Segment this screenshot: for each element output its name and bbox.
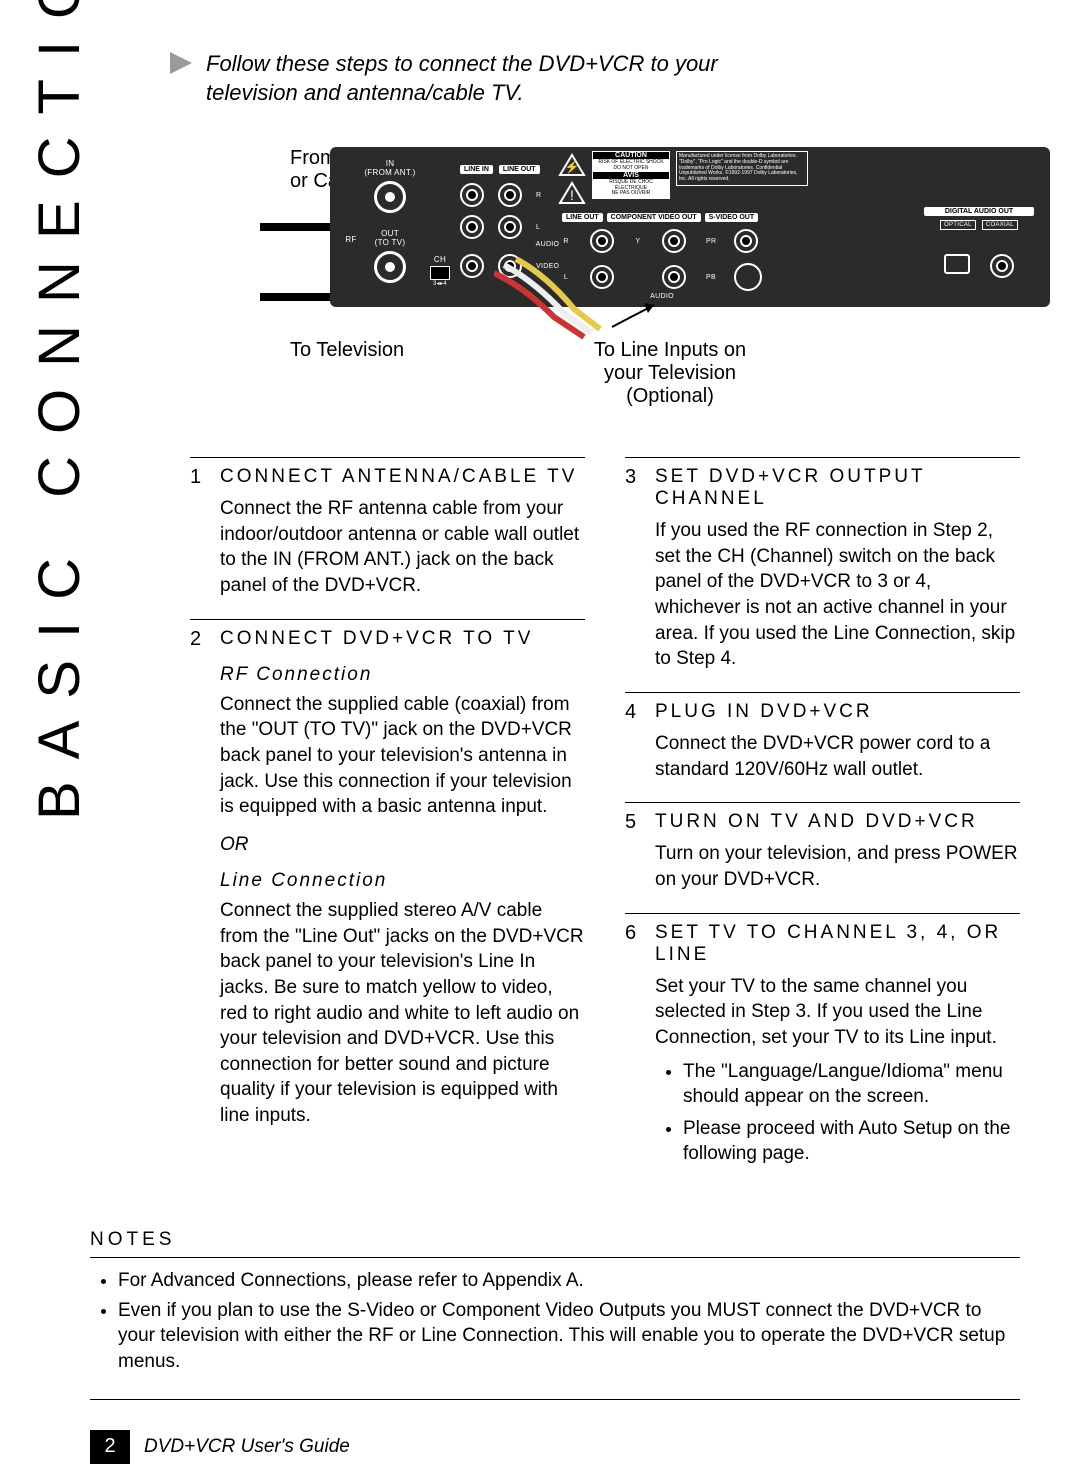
coaxial-jack: [990, 254, 1014, 278]
guide-title: DVD+VCR User's Guide: [130, 1430, 364, 1464]
step-title: CONNECT ANTENNA/CABLE TV: [220, 466, 585, 488]
intro-arrow-icon: [170, 52, 192, 79]
section-header-vertical: BASIC CONNECTIONS: [26, 0, 93, 820]
optical-jack: [944, 254, 970, 274]
warning-exclaim-icon: !: [558, 181, 586, 205]
step-number: 1: [190, 466, 220, 599]
step-subtitle: Line Connection: [220, 870, 585, 892]
back-panel: IN (FROM ANT.) RF OUT (TO TV) CH 3◂▸4 LI…: [330, 147, 1050, 307]
note-item: Even if you plan to use the S-Video or C…: [118, 1298, 1020, 1375]
label-line-in: LINE IN: [460, 165, 493, 174]
connection-diagram: From Antenna or Cable TV IN (FROM ANT.) …: [190, 147, 1020, 427]
label-coaxial: COAXIAL: [982, 220, 1018, 230]
step-number: 4: [625, 701, 655, 782]
step-title: PLUG IN DVD+VCR: [655, 701, 1020, 723]
rca-jack: [734, 229, 758, 253]
step-text: Set your TV to the same channel you sele…: [655, 974, 1020, 1051]
label-caution: CAUTION: [593, 152, 669, 159]
rca-jack: [460, 254, 484, 278]
step-title: SET TV TO CHANNEL 3, 4, OR LINE: [655, 922, 1020, 966]
step-number: 5: [625, 811, 655, 892]
rca-jack: [498, 215, 522, 239]
ch-switch: [430, 266, 450, 280]
rca-jack: [590, 229, 614, 253]
step-text: Connect the RF antenna cable from your i…: [220, 496, 585, 599]
step-title: SET DVD+VCR OUTPUT CHANNEL: [655, 466, 1020, 510]
label-optical: OPTICAL: [940, 220, 976, 230]
intro-text: Follow these steps to connect the DVD+VC…: [206, 50, 726, 107]
label-component: COMPONENT VIDEO OUT: [607, 213, 701, 222]
step-text: Connect the supplied cable (coaxial) fro…: [220, 692, 585, 820]
rca-jack: [460, 183, 484, 207]
label-svideo: S-VIDEO OUT: [705, 213, 759, 222]
step-text: If you used the RF connection in Step 2,…: [655, 518, 1020, 672]
label-digital-audio: DIGITAL AUDIO OUT: [924, 207, 1034, 216]
note-item: For Advanced Connections, please refer t…: [118, 1268, 1020, 1294]
step-title: CONNECT DVD+VCR TO TV: [220, 628, 585, 650]
label-avis-sub: RISQUE DE CHOC ÉLECTRIQUE NE PAS OUVRIR: [593, 179, 669, 198]
label-in-ant: IN (FROM ANT.): [350, 159, 430, 177]
label-line-out: LINE OUT: [562, 213, 603, 222]
step-or: OR: [220, 834, 585, 856]
bullet-item: Please proceed with Auto Setup on the fo…: [683, 1116, 1020, 1167]
av-cable-icon: [494, 257, 674, 347]
step-number: 3: [625, 466, 655, 672]
label-to-line-inputs: To Line Inputs on your Television (Optio…: [560, 339, 780, 408]
step-title: TURN ON TV AND DVD+VCR: [655, 811, 1020, 833]
steps-column-right: 3 SET DVD+VCR OUTPUT CHANNEL If you used…: [625, 457, 1020, 1193]
bullet-item: The "Language/Langue/Idioma" menu should…: [683, 1059, 1020, 1110]
steps-column-left: 1 CONNECT ANTENNA/CABLE TV Connect the R…: [190, 457, 585, 1193]
label-to-television: To Television: [290, 339, 404, 362]
notes-section: NOTES For Advanced Connections, please r…: [90, 1229, 1020, 1375]
step-subtitle: RF Connection: [220, 664, 585, 686]
port-out-tv: [374, 251, 406, 283]
port-in-ant: [374, 181, 406, 213]
notes-header: NOTES: [90, 1229, 1020, 1251]
svideo-jack: [734, 263, 762, 291]
svg-text:!: !: [570, 187, 574, 203]
rca-jack: [460, 215, 484, 239]
label-avis: AVIS: [593, 172, 669, 179]
step-text: Turn on your television, and press POWER…: [655, 841, 1020, 892]
rca-jack: [498, 183, 522, 207]
rca-jack: [662, 229, 686, 253]
label-ch: CH: [430, 255, 450, 264]
step-text: Connect the DVD+VCR power cord to a stan…: [655, 731, 1020, 782]
label-line-out-vcr: LINE OUT: [499, 165, 540, 174]
step-text: Connect the supplied stereo A/V cable fr…: [220, 898, 585, 1129]
page-number: 2: [90, 1430, 130, 1464]
svg-text:⚡: ⚡: [565, 160, 580, 174]
dolby-text: Manufactured under license from Dolby La…: [676, 151, 808, 186]
label-out-tv: OUT (TO TV): [350, 229, 430, 247]
step-number: 6: [625, 922, 655, 1173]
label-caution-sub: RISK OF ELECTRIC SHOCK DO NOT OPEN: [593, 159, 669, 172]
step-number: 2: [190, 628, 220, 1129]
warning-shock-icon: ⚡: [558, 153, 586, 177]
